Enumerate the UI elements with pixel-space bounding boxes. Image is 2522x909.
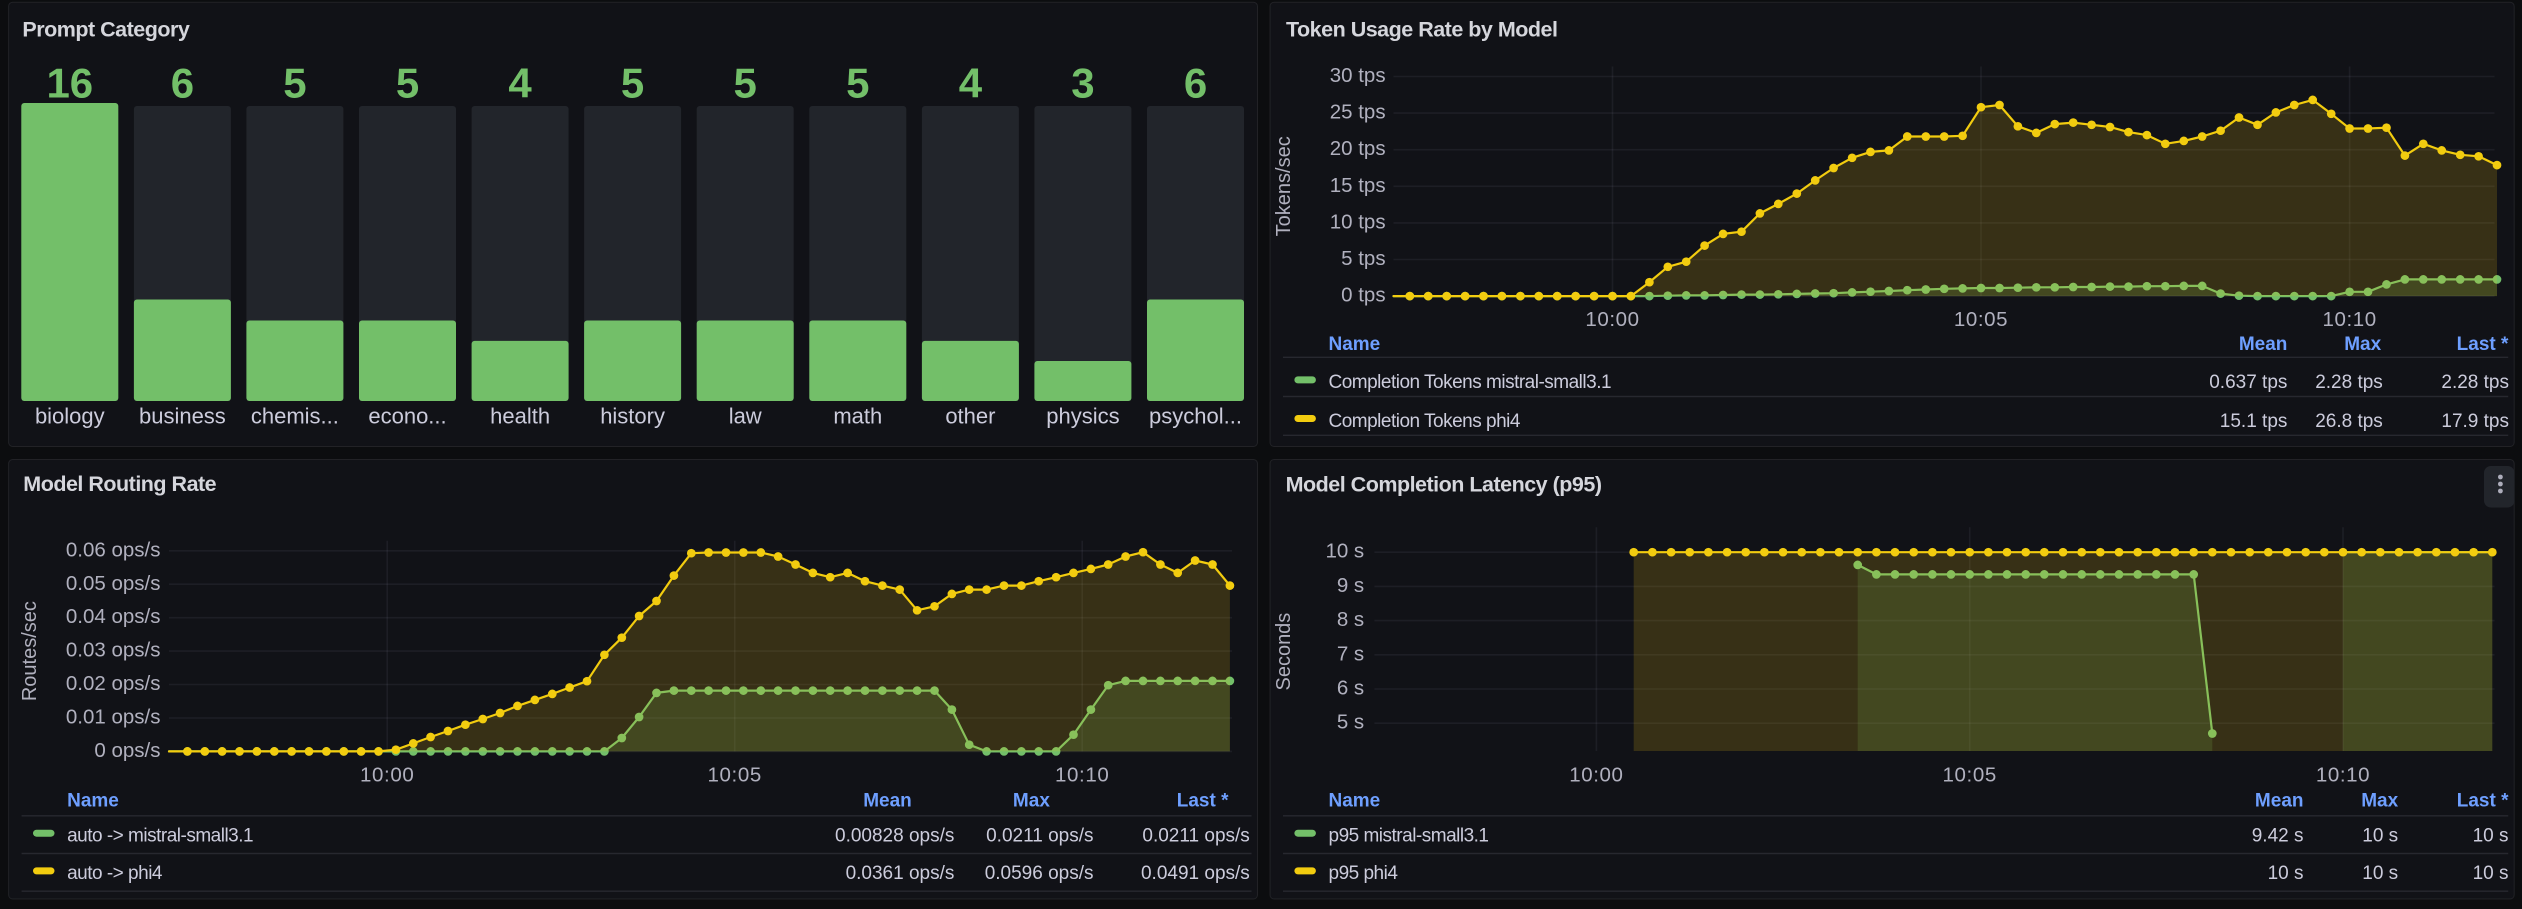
svg-text:Mean: Mean	[2239, 334, 2288, 355]
svg-text:0.03 ops/s: 0.03 ops/s	[66, 639, 161, 662]
svg-text:17.9 tps: 17.9 tps	[2441, 411, 2509, 432]
svg-text:5 s: 5 s	[1337, 711, 1364, 734]
svg-text:5: 5	[396, 59, 419, 106]
svg-text:6: 6	[1184, 59, 1207, 106]
svg-text:4: 4	[959, 59, 983, 106]
svg-text:Token Usage Rate by Model: Token Usage Rate by Model	[1286, 17, 1557, 41]
svg-text:9 s: 9 s	[1337, 574, 1364, 597]
svg-text:6 s: 6 s	[1337, 677, 1364, 700]
svg-text:Model Completion Latency (p95): Model Completion Latency (p95)	[1286, 473, 1602, 497]
svg-text:Completion Tokens mistral-smal: Completion Tokens mistral-small3.1	[1329, 372, 1612, 393]
svg-text:0 tps: 0 tps	[1341, 284, 1385, 307]
svg-text:p95 phi4: p95 phi4	[1329, 863, 1399, 884]
svg-text:0.0211 ops/s: 0.0211 ops/s	[986, 826, 1093, 847]
svg-text:20 tps: 20 tps	[1330, 137, 1386, 160]
svg-text:10:05: 10:05	[1943, 764, 1997, 787]
svg-text:0.01 ops/s: 0.01 ops/s	[66, 706, 161, 729]
svg-text:econo...: econo...	[368, 404, 446, 429]
svg-text:10 s: 10 s	[2473, 826, 2509, 847]
svg-text:10:10: 10:10	[1055, 764, 1109, 787]
svg-text:Prompt Category: Prompt Category	[22, 18, 189, 42]
svg-text:16: 16	[46, 59, 93, 106]
svg-text:5 tps: 5 tps	[1341, 247, 1385, 270]
svg-text:health: health	[490, 404, 550, 429]
svg-text:2.28 tps: 2.28 tps	[2315, 372, 2383, 393]
svg-text:Last *: Last *	[2457, 790, 2509, 811]
svg-text:physics: physics	[1046, 404, 1119, 429]
svg-text:Max: Max	[2344, 334, 2381, 355]
svg-text:5: 5	[621, 59, 644, 106]
svg-text:history: history	[600, 404, 665, 429]
svg-text:15.1 tps: 15.1 tps	[2220, 411, 2288, 432]
svg-text:psychol...: psychol...	[1149, 404, 1242, 429]
svg-text:26.8 tps: 26.8 tps	[2315, 411, 2383, 432]
svg-text:10 s: 10 s	[2362, 863, 2398, 884]
svg-text:10 s: 10 s	[1325, 540, 1364, 563]
svg-text:Name: Name	[1329, 790, 1381, 811]
svg-text:auto -> phi4: auto -> phi4	[67, 863, 163, 884]
svg-text:5: 5	[846, 59, 869, 106]
svg-text:0.04 ops/s: 0.04 ops/s	[66, 605, 161, 628]
svg-text:7 s: 7 s	[1337, 642, 1364, 665]
svg-text:5: 5	[734, 59, 757, 106]
svg-text:15 tps: 15 tps	[1330, 174, 1386, 197]
svg-text:other: other	[945, 404, 995, 429]
svg-text:0.00828 ops/s: 0.00828 ops/s	[835, 826, 954, 847]
svg-text:3: 3	[1071, 59, 1094, 106]
svg-text:0.0596 ops/s: 0.0596 ops/s	[985, 863, 1094, 884]
svg-text:biology: biology	[35, 404, 105, 429]
svg-text:6: 6	[171, 59, 194, 106]
svg-text:Completion Tokens phi4: Completion Tokens phi4	[1329, 411, 1521, 432]
svg-text:0.05 ops/s: 0.05 ops/s	[66, 572, 161, 595]
svg-text:8 s: 8 s	[1337, 608, 1364, 631]
svg-text:30 tps: 30 tps	[1330, 64, 1386, 87]
svg-text:chemis...: chemis...	[251, 404, 339, 429]
svg-text:0 ops/s: 0 ops/s	[94, 739, 160, 762]
svg-text:2.28 tps: 2.28 tps	[2441, 372, 2509, 393]
svg-text:9.42 s: 9.42 s	[2252, 826, 2304, 847]
svg-text:0.0361 ops/s: 0.0361 ops/s	[846, 863, 955, 884]
svg-text:Last *: Last *	[2457, 334, 2509, 355]
svg-text:5: 5	[283, 59, 306, 106]
svg-text:Mean: Mean	[2255, 790, 2304, 811]
svg-text:10:00: 10:00	[1585, 308, 1639, 331]
svg-text:10:10: 10:10	[2322, 308, 2376, 331]
svg-text:p95 mistral-small3.1: p95 mistral-small3.1	[1329, 826, 1489, 847]
svg-text:10 tps: 10 tps	[1330, 210, 1386, 233]
svg-text:business: business	[139, 404, 226, 429]
svg-text:10:10: 10:10	[2316, 764, 2370, 787]
svg-text:law: law	[729, 404, 762, 429]
svg-text:Max: Max	[2361, 790, 2398, 811]
svg-text:Model Routing Rate: Model Routing Rate	[23, 472, 216, 496]
svg-text:0.02 ops/s: 0.02 ops/s	[66, 672, 161, 695]
svg-text:Tokens/sec: Tokens/sec	[1273, 136, 1295, 236]
svg-text:10 s: 10 s	[2362, 826, 2398, 847]
svg-text:Last *: Last *	[1177, 790, 1229, 811]
svg-text:0.06 ops/s: 0.06 ops/s	[66, 538, 161, 561]
svg-text:10:05: 10:05	[1954, 308, 2008, 331]
svg-text:10:00: 10:00	[360, 764, 414, 787]
svg-text:Name: Name	[1329, 334, 1381, 355]
svg-text:Max: Max	[1013, 790, 1050, 811]
svg-text:10:05: 10:05	[708, 764, 762, 787]
svg-text:0.0491 ops/s: 0.0491 ops/s	[1141, 863, 1250, 884]
svg-text:10 s: 10 s	[2473, 863, 2509, 884]
svg-text:Routes/sec: Routes/sec	[19, 601, 41, 701]
svg-text:Seconds: Seconds	[1273, 613, 1295, 691]
svg-text:25 tps: 25 tps	[1330, 101, 1386, 124]
svg-text:10:00: 10:00	[1569, 764, 1623, 787]
svg-text:Name: Name	[67, 790, 119, 811]
svg-text:Mean: Mean	[863, 790, 912, 811]
svg-text:0.0211 ops/s: 0.0211 ops/s	[1142, 826, 1249, 847]
svg-text:4: 4	[508, 59, 532, 106]
svg-text:10 s: 10 s	[2268, 863, 2304, 884]
svg-text:math: math	[833, 404, 882, 429]
svg-text:auto -> mistral-small3.1: auto -> mistral-small3.1	[67, 826, 253, 847]
svg-text:0.637 tps: 0.637 tps	[2209, 372, 2287, 393]
